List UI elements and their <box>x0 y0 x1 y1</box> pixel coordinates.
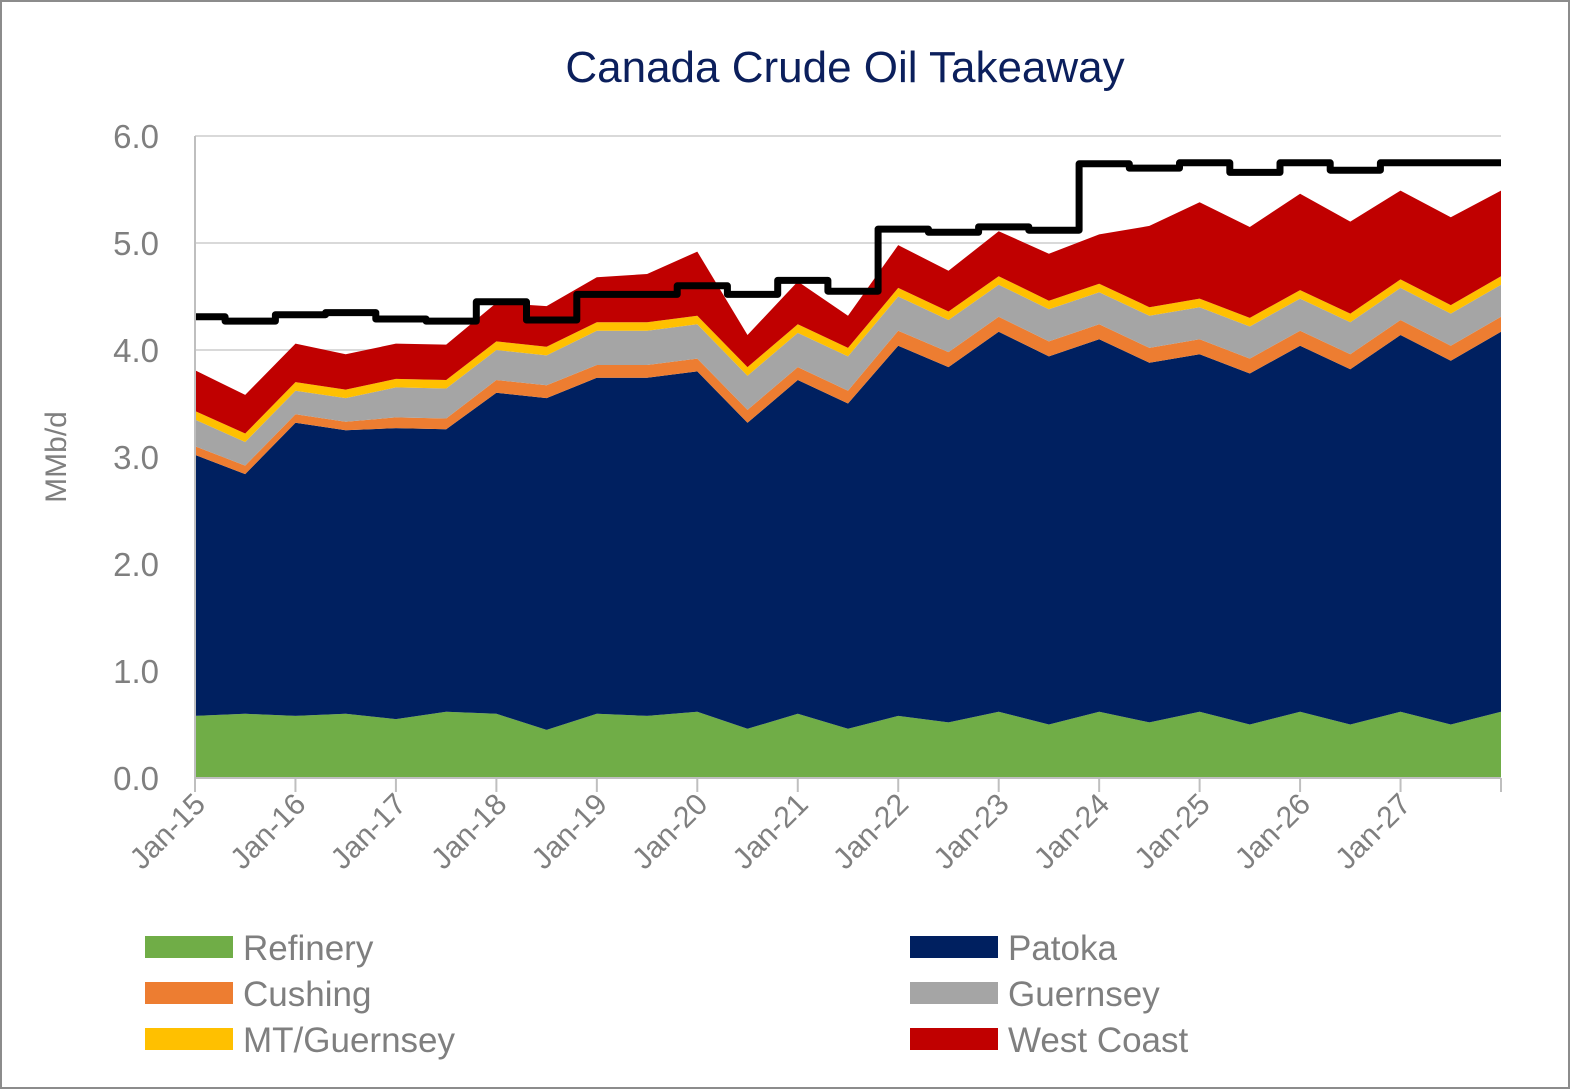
capacity-line <box>195 159 1501 325</box>
legend-swatch <box>145 936 233 958</box>
area-refinery <box>195 711 1501 778</box>
x-tick-label: Jan-26 <box>1229 788 1317 876</box>
y-tick-label: 0.0 <box>113 760 159 797</box>
x-tick-label: Jan-25 <box>1128 788 1216 876</box>
y-tick-label: 3.0 <box>113 439 159 476</box>
x-tick-label: Jan-16 <box>224 788 312 876</box>
legend-swatch <box>910 1028 998 1050</box>
y-tick-label: 6.0 <box>113 118 159 155</box>
x-tick-label: Jan-17 <box>325 788 413 876</box>
stacked-areas <box>195 190 1501 778</box>
legend-swatch <box>145 982 233 1004</box>
legend: Refinery Patoka Cushing Guernsey MT/Guernsey… <box>145 929 1189 1060</box>
capacity-line-group <box>195 159 1501 325</box>
area-west-coast <box>195 190 1501 434</box>
legend-swatch <box>145 1028 233 1050</box>
area-guernsey <box>195 284 1501 466</box>
legend-label: Refinery <box>243 929 374 968</box>
legend-label: Guernsey <box>1008 975 1160 1014</box>
x-tick-label: Jan-27 <box>1329 788 1417 876</box>
x-tick-label: Jan-24 <box>1028 788 1116 876</box>
legend-label: Cushing <box>243 975 371 1014</box>
legend-label: Patoka <box>1008 929 1117 968</box>
chart-title: Canada Crude Oil Takeaway <box>565 43 1124 92</box>
legend-swatch <box>910 936 998 958</box>
x-tick-label: Jan-22 <box>827 788 915 876</box>
legend-swatch <box>910 982 998 1004</box>
y-tick-label: 2.0 <box>113 546 159 583</box>
x-tick-label: Jan-19 <box>526 788 614 876</box>
x-tick-label: Jan-21 <box>727 788 815 876</box>
x-tick-label: Jan-18 <box>425 788 513 876</box>
x-tick-label: Jan-23 <box>927 788 1015 876</box>
area-patoka <box>195 331 1501 730</box>
legend-label: West Coast <box>1008 1021 1189 1060</box>
y-tick-label: 1.0 <box>113 653 159 690</box>
legend-label: MT/Guernsey <box>243 1021 455 1060</box>
y-axis-label: MMb/d <box>40 411 73 503</box>
y-tick-label: 5.0 <box>113 225 159 262</box>
area-cushing <box>195 316 1501 475</box>
x-tick-label: Jan-20 <box>626 788 714 876</box>
y-tick-label: 4.0 <box>113 332 159 369</box>
x-tick-label: Jan-15 <box>124 788 212 876</box>
